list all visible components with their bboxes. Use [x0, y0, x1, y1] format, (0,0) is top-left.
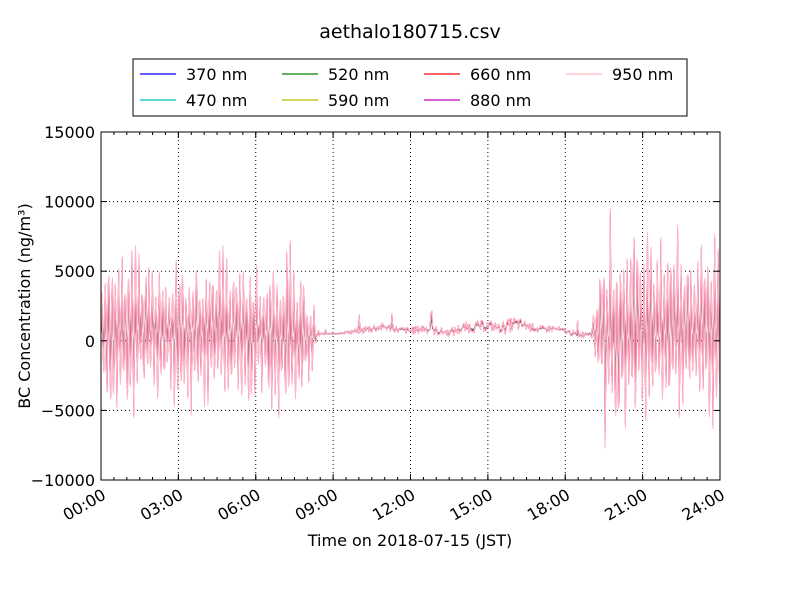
y-tick-label: 0 — [85, 332, 95, 351]
legend-label: 520 nm — [328, 65, 389, 84]
y-tick-label: 5000 — [54, 262, 95, 281]
legend-frame — [132, 58, 688, 117]
legend-label: 660 nm — [470, 65, 531, 84]
x-axis-label: Time on 2018-07-15 (JST) — [307, 531, 512, 550]
chart-legend: 370 nm 470 nm 520 nm 590 nm 660 nm 880 nm 950 … — [132, 58, 688, 117]
legend-label: 950 nm — [612, 65, 673, 84]
y-tick-label: 15000 — [44, 123, 95, 142]
legend-label: 370 nm — [186, 65, 247, 84]
chart-title: aethalo180715.csv — [319, 21, 501, 43]
y-axis: −10000 −5000 0 5000 10000 15000 — [31, 123, 720, 490]
y-tick-label: 10000 — [44, 193, 95, 212]
legend-label: 590 nm — [328, 91, 389, 110]
y-tick-label: −5000 — [41, 401, 95, 420]
legend-label: 880 nm — [470, 91, 531, 110]
legend-label: 470 nm — [186, 91, 247, 110]
y-tick-label: −10000 — [31, 471, 95, 490]
series-line-950-nm — [101, 207, 720, 449]
series-lines — [101, 207, 720, 449]
y-axis-label: BC Concentration (ng/m³) — [15, 203, 34, 408]
